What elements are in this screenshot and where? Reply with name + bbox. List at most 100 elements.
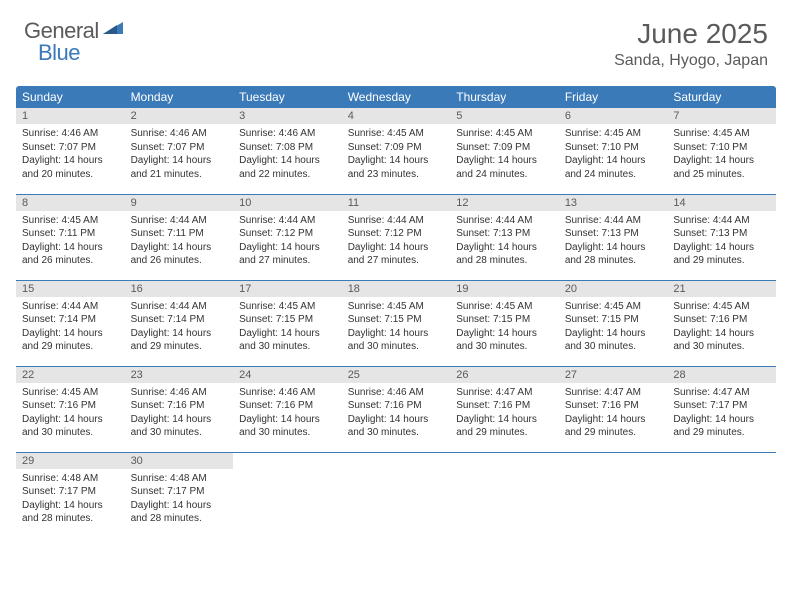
day-body: Sunrise: 4:44 AMSunset: 7:14 PMDaylight:… [125,297,234,358]
day-number: 16 [125,281,234,297]
day-number: 13 [559,195,668,211]
sunrise-line: Sunrise: 4:44 AM [565,214,662,228]
sunset-line: Sunset: 7:16 PM [456,399,553,413]
day-body: Sunrise: 4:46 AMSunset: 7:07 PMDaylight:… [16,124,125,185]
sunrise-line: Sunrise: 4:48 AM [131,472,228,486]
weekday-header-row: Sunday Monday Tuesday Wednesday Thursday… [16,86,776,108]
sunset-line: Sunset: 7:11 PM [22,227,119,241]
day-number: 2 [125,108,234,124]
sunset-line: Sunset: 7:14 PM [131,313,228,327]
sunrise-line: Sunrise: 4:46 AM [22,127,119,141]
day-number: 19 [450,281,559,297]
day-number: 6 [559,108,668,124]
day-number: 14 [667,195,776,211]
calendar-cell: 15Sunrise: 4:44 AMSunset: 7:14 PMDayligh… [16,280,125,366]
day-number: 12 [450,195,559,211]
day-number: 8 [16,195,125,211]
day-body: Sunrise: 4:44 AMSunset: 7:12 PMDaylight:… [342,211,451,272]
sunrise-line: Sunrise: 4:46 AM [131,386,228,400]
calendar-cell: 26Sunrise: 4:47 AMSunset: 7:16 PMDayligh… [450,366,559,452]
daylight-line: Daylight: 14 hours and 28 minutes. [565,241,662,268]
sunset-line: Sunset: 7:17 PM [673,399,770,413]
calendar-cell: 14Sunrise: 4:44 AMSunset: 7:13 PMDayligh… [667,194,776,280]
day-number: 10 [233,195,342,211]
calendar-cell: 12Sunrise: 4:44 AMSunset: 7:13 PMDayligh… [450,194,559,280]
day-body: Sunrise: 4:45 AMSunset: 7:09 PMDaylight:… [450,124,559,185]
sunset-line: Sunset: 7:09 PM [456,141,553,155]
day-body: Sunrise: 4:48 AMSunset: 7:17 PMDaylight:… [125,469,234,530]
day-body: Sunrise: 4:44 AMSunset: 7:13 PMDaylight:… [450,211,559,272]
calendar-row: 22Sunrise: 4:45 AMSunset: 7:16 PMDayligh… [16,366,776,452]
day-number: 26 [450,367,559,383]
sunset-line: Sunset: 7:15 PM [565,313,662,327]
day-number: 29 [16,453,125,469]
daylight-line: Daylight: 14 hours and 30 minutes. [348,327,445,354]
sunset-line: Sunset: 7:16 PM [565,399,662,413]
sunset-line: Sunset: 7:07 PM [22,141,119,155]
daylight-line: Daylight: 14 hours and 30 minutes. [239,413,336,440]
sunrise-line: Sunrise: 4:46 AM [239,386,336,400]
day-number: 1 [16,108,125,124]
day-body: Sunrise: 4:46 AMSunset: 7:07 PMDaylight:… [125,124,234,185]
calendar-cell [450,452,559,538]
daylight-line: Daylight: 14 hours and 29 minutes. [565,413,662,440]
day-body: Sunrise: 4:46 AMSunset: 7:16 PMDaylight:… [233,383,342,444]
logo-triangle-icon [103,20,125,41]
day-body: Sunrise: 4:45 AMSunset: 7:15 PMDaylight:… [233,297,342,358]
daylight-line: Daylight: 14 hours and 29 minutes. [673,413,770,440]
daylight-line: Daylight: 14 hours and 28 minutes. [131,499,228,526]
sunrise-line: Sunrise: 4:44 AM [22,300,119,314]
month-title: June 2025 [614,18,768,50]
calendar-cell: 18Sunrise: 4:45 AMSunset: 7:15 PMDayligh… [342,280,451,366]
daylight-line: Daylight: 14 hours and 29 minutes. [22,327,119,354]
daylight-line: Daylight: 14 hours and 22 minutes. [239,154,336,181]
day-number: 4 [342,108,451,124]
day-body: Sunrise: 4:44 AMSunset: 7:13 PMDaylight:… [667,211,776,272]
sunrise-line: Sunrise: 4:45 AM [456,300,553,314]
day-number: 15 [16,281,125,297]
sunset-line: Sunset: 7:16 PM [22,399,119,413]
day-number: 17 [233,281,342,297]
calendar-cell [233,452,342,538]
logo: General Blue [24,18,125,44]
sunrise-line: Sunrise: 4:46 AM [239,127,336,141]
sunrise-line: Sunrise: 4:44 AM [673,214,770,228]
weekday-monday: Monday [125,86,234,108]
daylight-line: Daylight: 14 hours and 27 minutes. [348,241,445,268]
day-body: Sunrise: 4:45 AMSunset: 7:10 PMDaylight:… [559,124,668,185]
sunrise-line: Sunrise: 4:45 AM [565,127,662,141]
calendar-cell [559,452,668,538]
day-number: 18 [342,281,451,297]
day-number: 22 [16,367,125,383]
location: Sanda, Hyogo, Japan [614,52,768,70]
daylight-line: Daylight: 14 hours and 30 minutes. [673,327,770,354]
day-number: 27 [559,367,668,383]
day-number: 5 [450,108,559,124]
sunrise-line: Sunrise: 4:46 AM [348,386,445,400]
sunrise-line: Sunrise: 4:47 AM [456,386,553,400]
calendar-cell: 28Sunrise: 4:47 AMSunset: 7:17 PMDayligh… [667,366,776,452]
day-number: 21 [667,281,776,297]
daylight-line: Daylight: 14 hours and 30 minutes. [348,413,445,440]
calendar-cell [342,452,451,538]
calendar-row: 29Sunrise: 4:48 AMSunset: 7:17 PMDayligh… [16,452,776,538]
calendar-cell: 7Sunrise: 4:45 AMSunset: 7:10 PMDaylight… [667,108,776,194]
day-body: Sunrise: 4:47 AMSunset: 7:16 PMDaylight:… [450,383,559,444]
day-body: Sunrise: 4:44 AMSunset: 7:14 PMDaylight:… [16,297,125,358]
calendar-cell: 16Sunrise: 4:44 AMSunset: 7:14 PMDayligh… [125,280,234,366]
daylight-line: Daylight: 14 hours and 26 minutes. [131,241,228,268]
calendar-cell: 20Sunrise: 4:45 AMSunset: 7:15 PMDayligh… [559,280,668,366]
daylight-line: Daylight: 14 hours and 30 minutes. [239,327,336,354]
day-number: 30 [125,453,234,469]
sunrise-line: Sunrise: 4:48 AM [22,472,119,486]
daylight-line: Daylight: 14 hours and 27 minutes. [239,241,336,268]
day-number: 23 [125,367,234,383]
sunset-line: Sunset: 7:16 PM [239,399,336,413]
daylight-line: Daylight: 14 hours and 30 minutes. [565,327,662,354]
daylight-line: Daylight: 14 hours and 28 minutes. [22,499,119,526]
sunrise-line: Sunrise: 4:45 AM [565,300,662,314]
day-body: Sunrise: 4:45 AMSunset: 7:10 PMDaylight:… [667,124,776,185]
sunrise-line: Sunrise: 4:45 AM [348,127,445,141]
header: General Blue June 2025 Sanda, Hyogo, Jap… [0,0,792,78]
calendar-cell: 10Sunrise: 4:44 AMSunset: 7:12 PMDayligh… [233,194,342,280]
